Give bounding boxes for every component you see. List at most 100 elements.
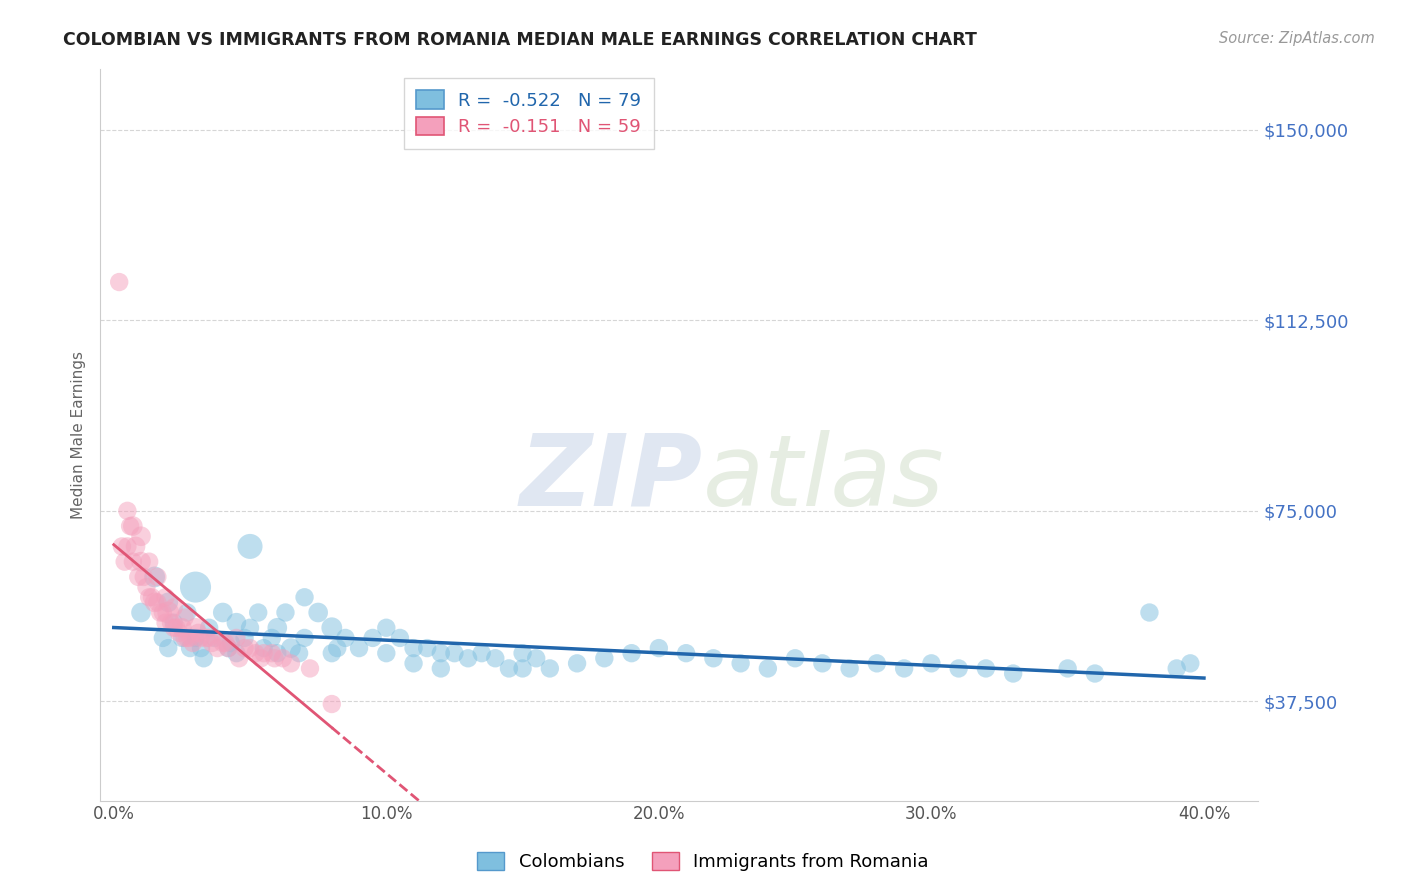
Point [157,641,180,656]
Point [266,621,288,635]
Point [260,646,283,660]
Point [974,661,997,675]
Text: atlas: atlas [703,430,943,527]
Point [298,661,321,675]
Point [430,661,453,675]
Point [217,641,239,656]
Point [1002,666,1025,681]
Point [225,615,247,630]
Point [321,697,343,711]
Point [274,606,297,620]
Point [138,591,160,605]
Point [184,621,207,635]
Point [375,646,398,660]
Point [838,661,860,675]
Point [211,636,233,650]
Point [512,646,534,660]
Point [375,621,398,635]
Point [260,631,283,645]
Point [430,646,453,660]
Point [326,641,349,656]
Point [233,631,256,645]
Point [538,661,561,675]
Point [207,641,229,656]
Point [152,606,174,620]
Point [152,631,174,645]
Point [181,636,204,650]
Point [149,606,172,620]
Point [198,621,221,635]
Point [893,661,915,675]
Point [730,657,752,671]
Point [190,631,212,645]
Point [1180,657,1202,671]
Point [143,595,166,609]
Point [143,570,166,584]
Point [294,631,316,645]
Point [785,651,807,665]
Point [111,540,134,554]
Point [948,661,970,675]
Point [294,591,316,605]
Point [524,651,547,665]
Point [263,651,285,665]
Point [184,631,207,645]
Point [170,631,193,645]
Point [271,651,294,665]
Point [1139,606,1161,620]
Point [193,651,215,665]
Point [443,646,465,660]
Point [120,519,142,533]
Point [198,631,221,645]
Text: ZIP: ZIP [519,430,703,527]
Legend: Colombians, Immigrants from Romania: Colombians, Immigrants from Romania [470,845,936,879]
Point [201,636,224,650]
Point [866,657,889,671]
Point [170,621,193,635]
Point [121,519,143,533]
Point [250,651,273,665]
Text: COLOMBIAN VS IMMIGRANTS FROM ROMANIA MEDIAN MALE EARNINGS CORRELATION CHART: COLOMBIAN VS IMMIGRANTS FROM ROMANIA MED… [63,31,977,49]
Point [920,657,942,671]
Point [225,646,247,660]
Point [253,646,276,660]
Point [179,631,201,645]
Point [347,641,370,656]
Point [512,661,534,675]
Point [228,651,250,665]
Point [225,631,247,645]
Point [402,641,425,656]
Point [217,641,239,656]
Point [1166,661,1188,675]
Point [163,615,186,630]
Point [132,570,155,584]
Point [335,631,357,645]
Point [648,641,671,656]
Point [155,615,177,630]
Point [173,631,195,645]
Point [1084,666,1107,681]
Point [129,529,152,543]
Point [117,504,139,518]
Point [245,646,267,660]
Legend: R =  -0.522   N = 79, R =  -0.151   N = 59: R = -0.522 N = 79, R = -0.151 N = 59 [404,78,654,149]
Point [211,606,233,620]
Point [484,651,506,665]
Point [173,610,195,624]
Point [190,641,212,656]
Point [498,661,520,675]
Point [620,646,643,660]
Point [129,555,152,569]
Point [239,540,262,554]
Point [280,657,302,671]
Point [135,580,157,594]
Point [176,606,198,620]
Point [214,636,236,650]
Point [195,631,218,645]
Point [361,631,384,645]
Point [117,540,139,554]
Point [155,591,177,605]
Point [165,621,187,635]
Point [321,621,343,635]
Point [204,631,226,645]
